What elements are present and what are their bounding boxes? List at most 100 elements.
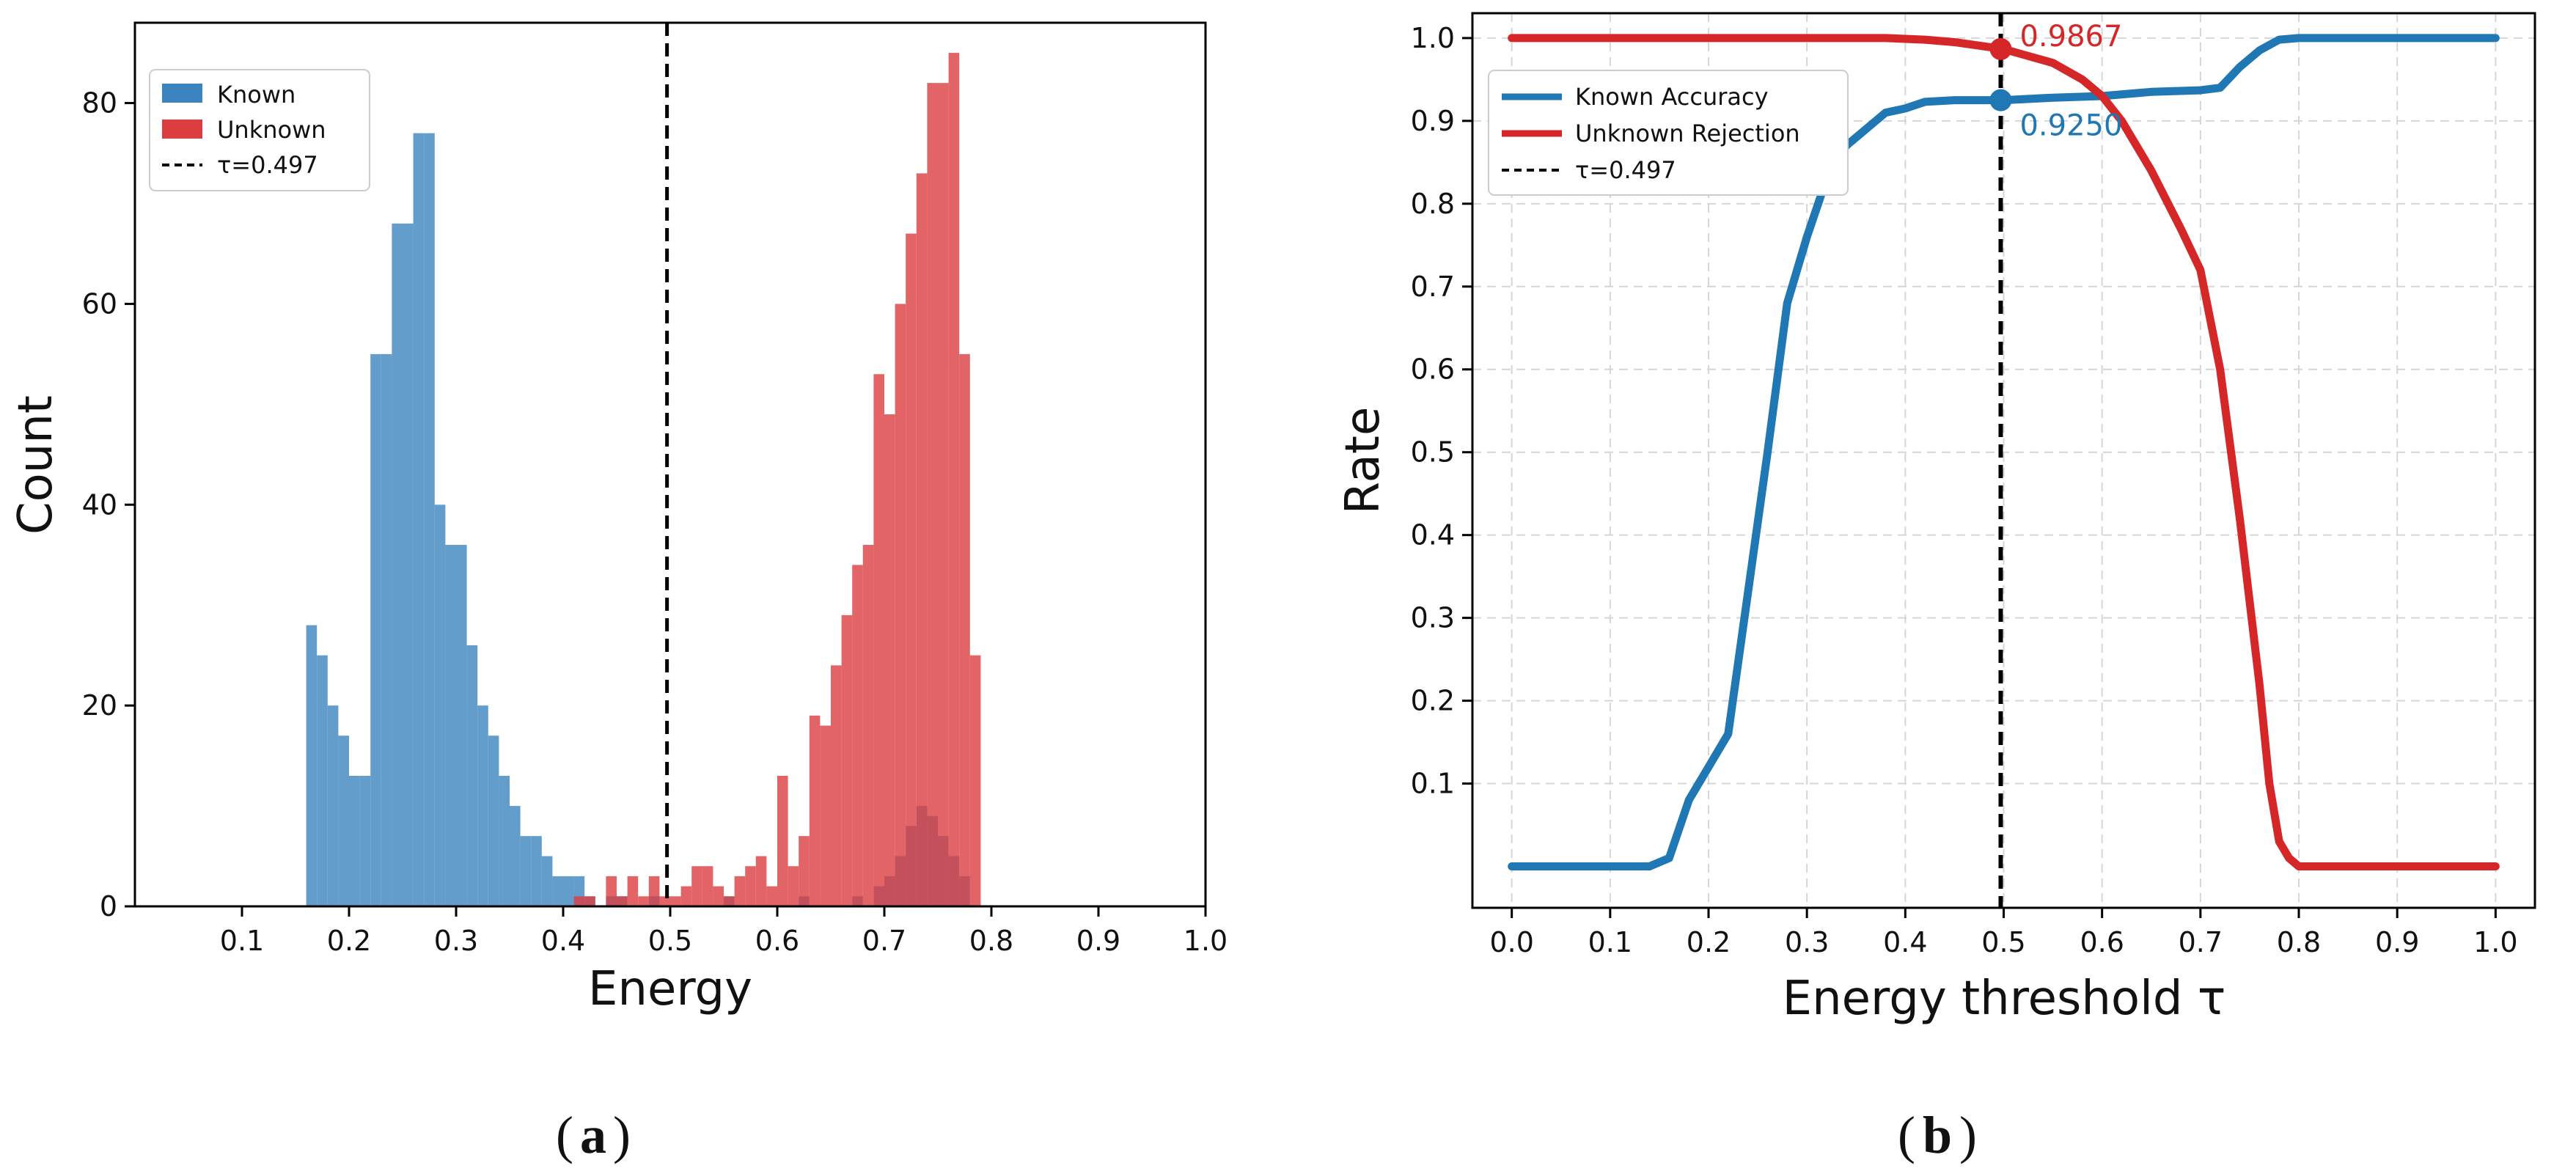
y-tick-label: 0.5	[1411, 436, 1455, 469]
x-tick-labels: 0.1 0.2 0.3 0.4 0.5 0.6 0.7 0.8 0.9 1.0	[220, 906, 1228, 957]
y-tick-label: 0.1	[1411, 768, 1455, 800]
histogram-panel: 0.1 0.2 0.3 0.4 0.5 0.6 0.7 0.8 0.9 1.0 0 20 40 60 80…	[9, 21, 1228, 1016]
known-bar	[510, 806, 521, 906]
known-bar	[359, 775, 371, 906]
y-tick-label: 80	[82, 87, 117, 120]
unknown-bar	[713, 886, 724, 906]
rate-panel: 0.9867 0.9250 0.0 0.1 0.2 0.3 0.4 0.5 0.6 0.7 0.…	[1336, 12, 2536, 1026]
known-bar	[317, 655, 328, 906]
x-tick-label: 0.2	[1687, 926, 1731, 958]
x-tick-label: 0.7	[2179, 926, 2223, 958]
unknown-bar	[659, 896, 670, 906]
x-tick-label: 0.6	[2080, 926, 2124, 958]
known-bar	[413, 133, 425, 906]
y-tick-label: 20	[82, 689, 117, 722]
known-bar	[520, 836, 532, 906]
unknown-bar	[788, 866, 799, 906]
y-tick-labels: 0 20 40 60 80	[82, 87, 135, 922]
unknown-bar	[873, 374, 884, 906]
known-bar	[499, 775, 510, 906]
y-tick-label: 0	[100, 890, 117, 922]
y-tick-label: 1.0	[1411, 22, 1455, 54]
legend-label-known-accuracy: Known Accuracy	[1575, 83, 1769, 111]
x-tick-label: 0.3	[1785, 926, 1829, 958]
unknown-bar	[648, 876, 660, 906]
y-tick-label: 0.6	[1411, 353, 1455, 386]
x-axis-label: Energy	[588, 962, 752, 1016]
y-tick-label: 0.8	[1411, 188, 1455, 220]
y-tick-label: 40	[82, 488, 117, 521]
legend-swatch-unknown	[162, 120, 202, 139]
unknown-bar	[959, 353, 970, 906]
known-bar	[477, 705, 488, 906]
unknown-rejection-value: 0.9867	[2019, 20, 2122, 54]
x-axis-label: Energy threshold τ	[1783, 972, 2226, 1026]
unknown-bar	[670, 896, 681, 906]
known-bar	[338, 735, 349, 906]
unknown-bar	[734, 876, 746, 906]
y-tick-label: 0.7	[1411, 271, 1455, 303]
known-accuracy-marker	[1989, 89, 2012, 111]
unknown-bar	[755, 856, 767, 906]
x-tick-label: 0.3	[434, 925, 478, 957]
x-tick-labels: 0.0 0.1 0.2 0.3 0.4 0.5 0.6 0.7 0.8 0.9 1.0	[1489, 908, 2518, 958]
legend-label-threshold: τ=0.497	[217, 151, 318, 179]
unknown-bar	[799, 836, 810, 906]
x-tick-label: 0.8	[969, 925, 1013, 957]
known-bar	[381, 353, 392, 906]
unknown-bar	[745, 866, 756, 906]
known-bar	[456, 545, 467, 906]
unknown-bar	[606, 876, 617, 906]
svg-text:b: b	[1923, 1106, 1952, 1164]
unknown-bar	[680, 886, 692, 906]
legend: Known Accuracy Unknown Rejection τ=0.497	[1488, 70, 1849, 196]
x-tick-label: 0.4	[541, 925, 585, 957]
legend-label-unknown-rejection: Unknown Rejection	[1575, 120, 1800, 147]
x-tick-label: 0.2	[327, 925, 371, 957]
y-tick-label: 0.9	[1411, 105, 1455, 137]
y-tick-label: 0.2	[1411, 685, 1455, 717]
x-tick-label: 0.5	[1981, 926, 2025, 958]
y-tick-label: 60	[82, 287, 117, 320]
known-accuracy-value: 0.9250	[2019, 109, 2122, 143]
unknown-bar	[573, 896, 585, 906]
legend-label-unknown: Unknown	[217, 116, 326, 144]
known-bar	[488, 735, 499, 906]
x-tick-label: 0.6	[755, 925, 799, 957]
x-tick-label: 0.7	[862, 925, 906, 957]
known-bar	[403, 223, 414, 906]
unknown-bar	[852, 565, 863, 906]
x-tick-label: 0.0	[1489, 926, 1533, 958]
unknown-bar	[927, 83, 938, 907]
unknown-bar	[702, 866, 713, 906]
y-tick-label: 0.3	[1411, 602, 1455, 634]
unknown-bar	[831, 665, 842, 906]
svg-text:a: a	[580, 1106, 606, 1164]
y-tick-label: 0.4	[1411, 519, 1455, 551]
known-bar	[541, 856, 553, 906]
x-tick-label: 0.1	[1588, 926, 1632, 958]
x-tick-label: 1.0	[2473, 926, 2517, 958]
unknown-rejection-marker	[1989, 37, 2012, 60]
unknown-bar	[862, 545, 874, 906]
known-bar	[349, 775, 360, 906]
legend-swatch-known	[162, 84, 202, 103]
known-bar	[370, 353, 381, 906]
unknown-bar	[916, 173, 928, 907]
known-bar	[424, 133, 435, 906]
unknown-bar	[884, 414, 895, 906]
x-tick-label: 0.1	[220, 925, 264, 957]
unknown-bar	[617, 896, 628, 906]
known-bar	[563, 876, 574, 906]
unknown-bar	[691, 866, 702, 906]
svg-text:(: (	[1898, 1106, 1915, 1164]
x-tick-label: 0.9	[1076, 925, 1120, 957]
unknown-bar	[809, 715, 821, 906]
x-tick-label: 1.0	[1184, 925, 1228, 957]
x-tick-label: 0.9	[2375, 926, 2419, 958]
legend-box	[1488, 70, 1849, 196]
known-bar	[392, 223, 403, 906]
caption-a: ( a )	[556, 1106, 631, 1164]
unknown-bar	[841, 614, 853, 906]
